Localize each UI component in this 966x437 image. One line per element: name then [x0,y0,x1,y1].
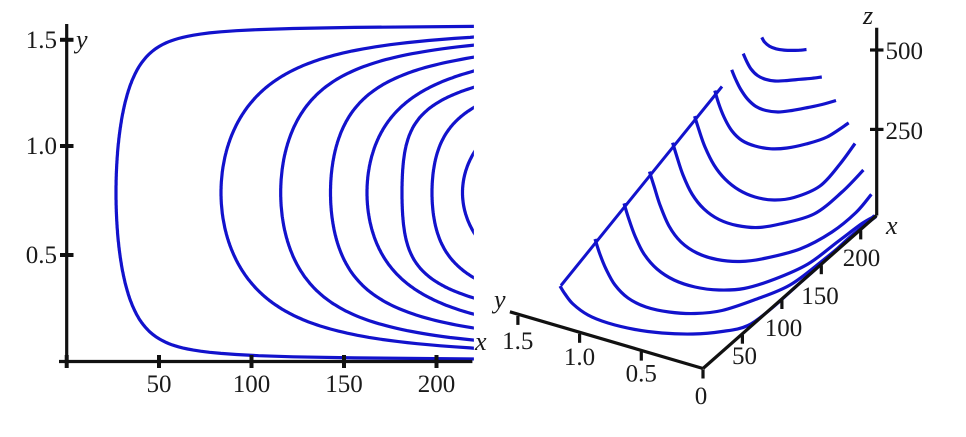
svg-text:0.5: 0.5 [626,361,657,388]
svg-text:1.0: 1.0 [26,133,57,160]
svg-text:0: 0 [695,383,708,410]
svg-text:200: 200 [418,371,456,398]
svg-text:50: 50 [732,343,757,370]
svg-text:0.5: 0.5 [26,242,57,269]
svg-text:y: y [491,285,506,314]
svg-text:100: 100 [233,371,271,398]
svg-text:150: 150 [325,371,363,398]
svg-text:y: y [73,25,88,54]
svg-text:150: 150 [801,283,839,310]
svg-text:x: x [474,327,487,356]
svg-text:50: 50 [147,371,172,398]
svg-text:1.5: 1.5 [502,328,533,355]
svg-text:z: z [862,1,873,30]
svg-text:200: 200 [843,245,881,272]
svg-text:500: 500 [886,38,924,65]
svg-text:100: 100 [765,315,803,342]
svg-text:1.0: 1.0 [564,344,595,371]
svg-text:x: x [885,211,898,240]
svg-text:250: 250 [886,118,924,145]
svg-text:1.5: 1.5 [26,27,57,54]
